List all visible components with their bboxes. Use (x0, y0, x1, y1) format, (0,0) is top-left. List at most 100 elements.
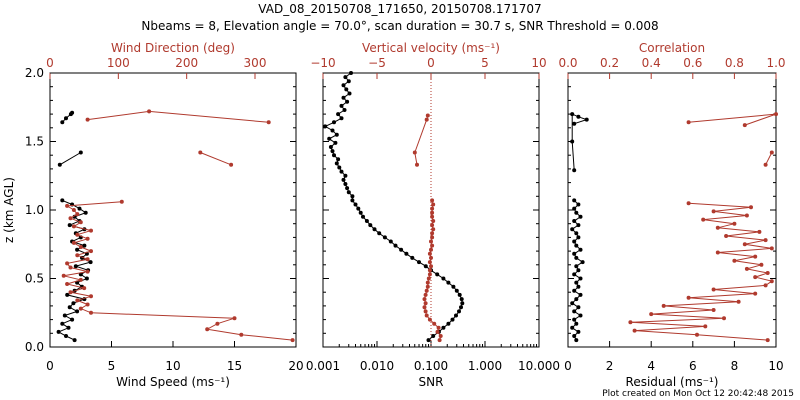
data-point (78, 306, 83, 311)
data-point (424, 288, 429, 293)
data-point (75, 232, 80, 237)
data-point (632, 328, 637, 333)
data-point (417, 260, 421, 265)
x-tick-label: 1.000 (468, 359, 502, 373)
y-tick-label: 2.0 (25, 66, 44, 80)
data-point (341, 177, 346, 182)
data-point (454, 288, 459, 293)
data-point (572, 219, 577, 223)
data-point (330, 128, 335, 133)
data-point (435, 329, 440, 334)
panel-2: 0.001 0.010 0.100 1.000 10.000 −10 −5 0 5 10 SNR Ve… (306, 41, 560, 389)
series-correlation-isolated- (763, 150, 774, 167)
x-tick-label: 15 (227, 359, 242, 373)
data-point (572, 309, 577, 314)
data-point (75, 253, 80, 258)
plot-created-footer: Plot created on Mon Oct 12 20:42:48 2015 (602, 389, 794, 399)
data-point (239, 332, 244, 337)
data-point (60, 120, 65, 125)
data-point (441, 325, 446, 330)
data-point (722, 316, 726, 321)
data-point (576, 284, 581, 289)
data-point (578, 214, 583, 219)
series-line (324, 72, 463, 341)
data-point (459, 305, 463, 310)
data-point (703, 324, 708, 329)
x-tick-label: 4 (647, 359, 655, 373)
data-point (430, 210, 435, 215)
data-point (78, 150, 83, 155)
data-point (574, 255, 579, 260)
data-point (732, 221, 737, 226)
data-point (427, 317, 432, 322)
data-point (332, 120, 336, 125)
data-point (85, 117, 90, 122)
data-point (327, 136, 332, 141)
x-axis-label: SNR (419, 375, 444, 389)
data-point (345, 186, 350, 191)
data-point (377, 231, 382, 236)
data-point (574, 280, 579, 285)
data-point (64, 334, 68, 338)
data-point (715, 225, 720, 230)
data-point (78, 245, 83, 249)
data-point (430, 206, 435, 211)
data-point (71, 208, 76, 212)
data-point (266, 120, 271, 125)
y-tick-label: 0.5 (25, 272, 44, 286)
series-residual (570, 198, 585, 343)
data-point (429, 264, 433, 269)
data-point (427, 260, 432, 265)
data-point (68, 216, 73, 221)
data-point (358, 210, 363, 215)
x2-axis-label: Correlation (639, 41, 705, 55)
data-point (77, 206, 82, 211)
data-point (570, 112, 575, 117)
data-point (78, 277, 83, 282)
data-point (574, 243, 579, 248)
data-point (404, 251, 409, 256)
data-point (431, 202, 436, 207)
x-tick-label: 10 (768, 359, 783, 373)
series-line (688, 113, 777, 126)
data-point (71, 240, 76, 245)
x2-tick-label: 0.0 (558, 56, 577, 70)
data-point (430, 243, 435, 248)
x-tick-label: 6 (689, 359, 697, 373)
data-point (649, 312, 654, 317)
data-point (578, 313, 583, 318)
data-point (361, 214, 365, 219)
data-point (65, 282, 70, 286)
x-tick-label: 0.010 (360, 359, 394, 373)
data-point (572, 239, 577, 244)
data-point (61, 273, 66, 278)
series-wind-speed-upper- (60, 110, 75, 125)
data-point (429, 239, 433, 244)
y-tick-label: 1.0 (25, 203, 44, 217)
data-point (436, 325, 441, 330)
data-point (75, 212, 80, 217)
data-point (744, 266, 749, 271)
data-point (427, 272, 432, 277)
data-point (337, 165, 342, 170)
data-point (82, 243, 87, 248)
x-tick-label: 0 (564, 359, 572, 373)
data-point (753, 254, 758, 259)
data-point (661, 303, 666, 308)
series-line (200, 152, 232, 166)
x2-tick-label: 300 (244, 56, 267, 70)
data-point (701, 217, 706, 222)
x2-tick-label: 5 (481, 56, 489, 70)
data-point (85, 302, 90, 307)
data-point (686, 295, 691, 300)
data-point (422, 297, 427, 302)
data-point (68, 265, 73, 270)
x2-tick-label: 0.6 (683, 56, 702, 70)
data-point (459, 297, 464, 302)
data-point (430, 198, 435, 203)
data-point (430, 231, 435, 236)
x2-axis-label: Wind Direction (deg) (111, 41, 235, 55)
data-point (578, 292, 583, 297)
data-point (336, 112, 341, 117)
data-point (574, 338, 579, 343)
